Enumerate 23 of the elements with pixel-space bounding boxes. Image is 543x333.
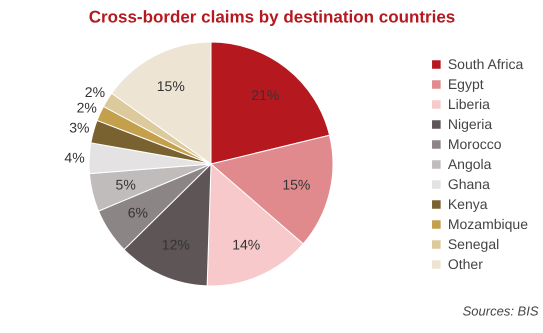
legend-label: Other <box>448 256 483 272</box>
source-note: Sources: BIS <box>462 304 539 318</box>
data-label: 2% <box>84 84 106 100</box>
legend-label: Nigeria <box>448 116 492 132</box>
legend-label: Kenya <box>448 196 488 212</box>
data-label: 2% <box>76 99 97 116</box>
data-label: 6% <box>128 204 148 221</box>
data-label: 5% <box>116 176 136 193</box>
data-label: 21% <box>251 87 280 104</box>
data-label: 15% <box>156 78 185 94</box>
chart-title: Cross-border claims by destination countries <box>88 8 456 26</box>
legend-label: Angola <box>448 156 492 172</box>
legend-label: Ghana <box>448 176 490 192</box>
data-label: 4% <box>64 150 85 166</box>
legend-label: Mozambique <box>448 216 528 232</box>
legend-label: Egypt <box>448 76 484 92</box>
legend-label: Liberia <box>448 96 490 112</box>
legend-label: Senegal <box>448 236 500 252</box>
legend-label: Morocco <box>448 136 502 152</box>
data-label: 3% <box>69 120 90 136</box>
data-label: 15% <box>282 176 310 193</box>
legend-label: South Africa <box>448 56 524 72</box>
data-label: 14% <box>232 236 260 252</box>
